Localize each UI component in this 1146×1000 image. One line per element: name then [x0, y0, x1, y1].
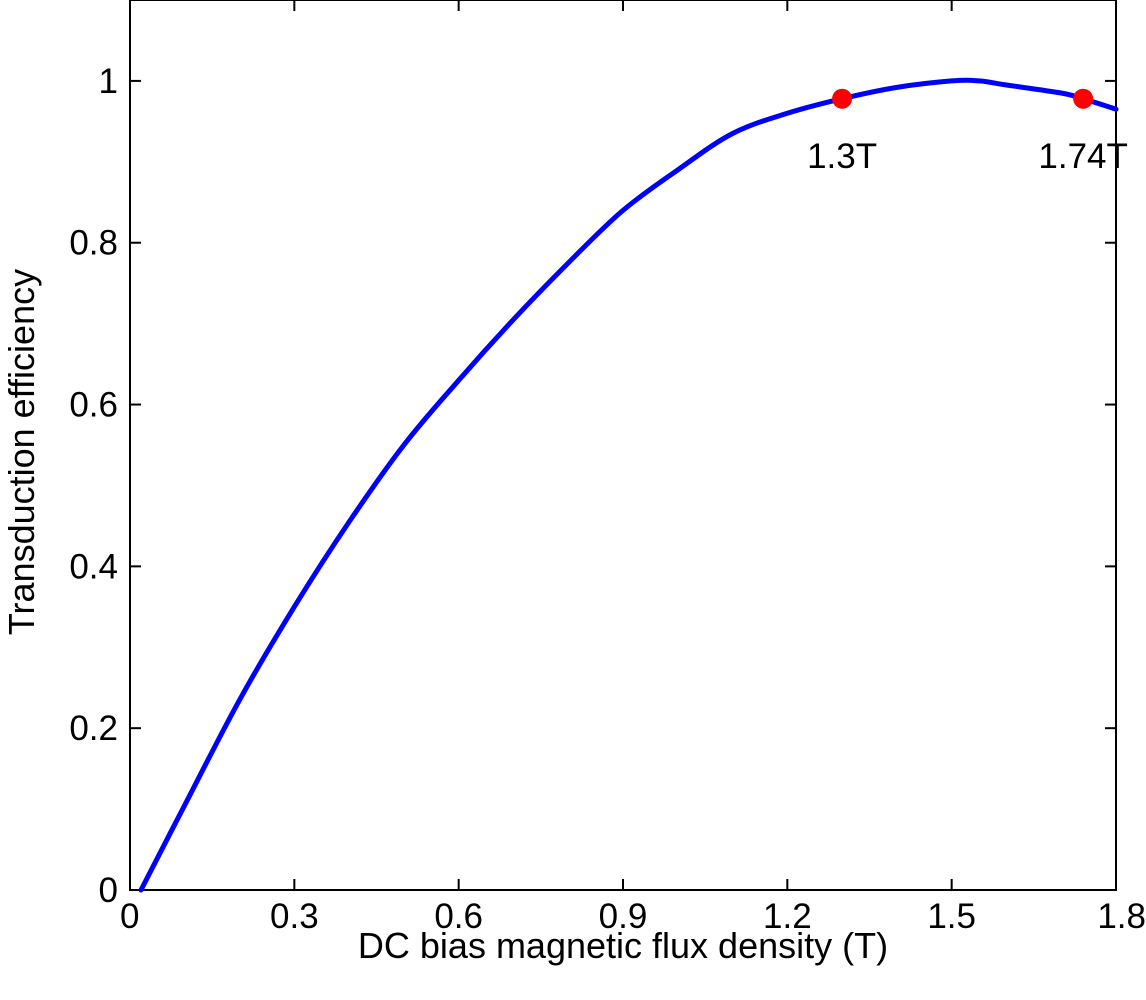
plot-area — [129, 0, 1117, 891]
y-tick-label: 1 — [99, 62, 118, 101]
y-tick-label: 0.4 — [69, 547, 118, 586]
highlight-marker — [832, 88, 853, 109]
axis-ticks — [129, 0, 1117, 891]
highlight-marker — [1073, 88, 1094, 109]
y-tick-label: 0.6 — [69, 386, 118, 425]
series-line — [138, 77, 1119, 893]
marker-labels: 1.3T 1.74T — [807, 137, 1128, 176]
y-tick-label: 0.8 — [69, 224, 118, 263]
x-tick-label: 0.6 — [434, 897, 483, 936]
x-tick-label: 1.2 — [763, 897, 812, 936]
x-tick-labels: 0 0.3 0.6 0.9 1.2 1.5 1.8 — [120, 897, 1146, 936]
x-tick-label: 1.5 — [927, 897, 976, 936]
y-tick-labels: 0 0.2 0.4 0.6 0.8 1 — [69, 62, 118, 910]
x-tick-label: 0.9 — [599, 897, 648, 936]
x-tick-label: 0 — [120, 897, 139, 936]
marker-label: 1.3T — [807, 137, 877, 176]
x-tick-label: 1.8 — [1097, 897, 1146, 936]
y-tick-label: 0.2 — [69, 709, 118, 748]
highlight-markers — [832, 88, 1094, 109]
x-tick-label: 0.3 — [270, 897, 319, 936]
y-axis-title: Transduction efficiency — [1, 269, 42, 635]
x-axis-title: DC bias magnetic flux density (T) — [358, 925, 888, 966]
marker-label: 1.74T — [1038, 137, 1128, 176]
y-tick-label: 0 — [99, 871, 118, 910]
